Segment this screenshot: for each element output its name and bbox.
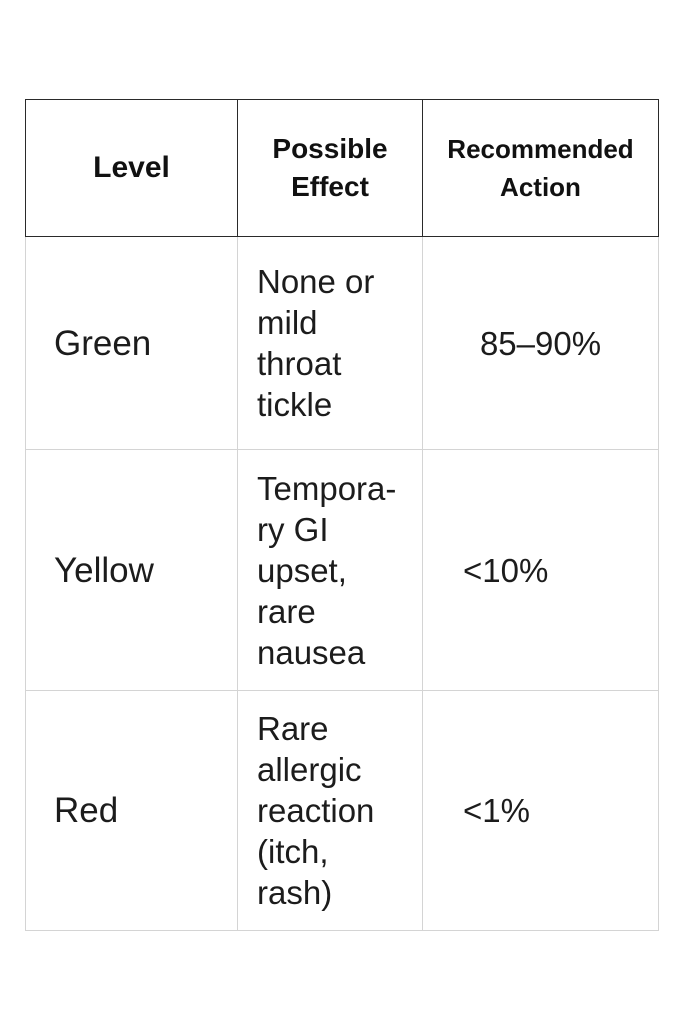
- table-body: Green None or mild throat tickle 85–90% …: [25, 236, 659, 931]
- table-row-green: Green None or mild throat tickle 85–90%: [25, 236, 659, 450]
- level-cell: Yellow: [25, 449, 238, 691]
- effect-line: rash): [257, 874, 333, 911]
- header-action-line: Action: [500, 172, 581, 202]
- effect-line: tickle: [257, 386, 333, 423]
- effect-line: Rare: [257, 710, 329, 747]
- effect-line: ry GI: [257, 510, 329, 548]
- action-cell: <1%: [422, 690, 659, 931]
- table-header: Level Possible Effect Recommended Action: [25, 99, 659, 237]
- effect-line: mild: [257, 304, 318, 341]
- header-action-line: Recommended: [447, 134, 634, 164]
- effect-line: (itch,: [257, 833, 329, 870]
- header-effect-line: Effect: [291, 171, 369, 202]
- effects-table: Level Possible Effect Recommended Action…: [25, 99, 659, 931]
- effect-line: nausea: [257, 633, 366, 671]
- effect-cell: Rare allergic reaction (itch, rash): [237, 690, 423, 931]
- table-row-yellow: Yellow Tempora- ry GI upset, rare nausea…: [25, 449, 659, 691]
- action-cell: <10%: [422, 449, 659, 691]
- header-row: Level Possible Effect Recommended Action: [25, 99, 659, 237]
- effect-line: Tempora-: [257, 469, 397, 507]
- effect-line: None or: [257, 263, 375, 300]
- header-effect-line: Possible: [272, 133, 388, 164]
- effect-line: throat: [257, 345, 342, 382]
- table-row-red: Red Rare allergic reaction (itch, rash) …: [25, 690, 659, 931]
- header-level: Level: [25, 99, 238, 237]
- header-possible-effect: Possible Effect: [237, 99, 423, 237]
- effect-cell: Tempora- ry GI upset, rare nausea: [237, 449, 423, 691]
- effects-table-container: Level Possible Effect Recommended Action…: [25, 99, 659, 931]
- header-level-line: Level: [93, 151, 170, 184]
- effect-cell: None or mild throat tickle: [237, 236, 423, 450]
- effect-line: reaction: [257, 792, 375, 829]
- header-recommended-action: Recommended Action: [422, 99, 659, 237]
- action-cell: 85–90%: [422, 236, 659, 450]
- effect-line: rare: [257, 592, 316, 630]
- level-cell: Green: [25, 236, 238, 450]
- level-cell: Red: [25, 690, 238, 931]
- effect-line: upset,: [257, 551, 347, 589]
- effect-line: allergic: [257, 751, 362, 788]
